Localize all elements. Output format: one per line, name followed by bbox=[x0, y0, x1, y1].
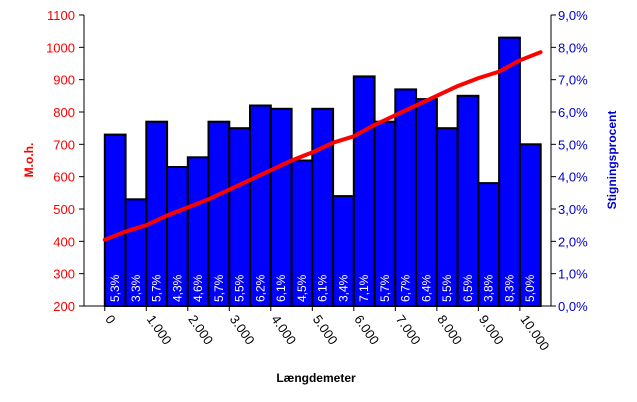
x-tick-label: 5.000 bbox=[310, 312, 341, 347]
bar-data-label: 5,7% bbox=[150, 274, 164, 302]
elevation-line bbox=[102, 50, 543, 242]
y-right-tick-label: 5,0% bbox=[558, 137, 588, 152]
y-left-tick-label: 400 bbox=[53, 234, 75, 249]
elevation-line-layer bbox=[102, 50, 543, 242]
x-tick-label: 1.000 bbox=[144, 312, 175, 347]
y-left-tick-label: 1100 bbox=[47, 8, 75, 23]
x-tick-label: 9.000 bbox=[476, 312, 507, 347]
y-right-tick-label: 3,0% bbox=[558, 202, 588, 217]
bar-data-label: 6,1% bbox=[274, 274, 288, 302]
y-right-tick-label: 2,0% bbox=[558, 234, 588, 249]
bar-data-label: 3,8% bbox=[482, 274, 496, 302]
bar-data-label: 7,1% bbox=[357, 274, 371, 302]
x-axis-title: Længdemeter bbox=[276, 371, 356, 385]
y-right-tick-label: 1,0% bbox=[558, 267, 588, 282]
bar-data-label: 5,0% bbox=[523, 274, 537, 302]
x-tick-label: 3.000 bbox=[227, 312, 258, 347]
bar-data-label: 3,3% bbox=[129, 274, 143, 302]
bar bbox=[456, 94, 480, 307]
y-right-tick-label: 8,0% bbox=[558, 40, 588, 55]
bar-data-label: 5,5% bbox=[233, 274, 247, 302]
bar-data-label: 4,5% bbox=[295, 274, 309, 302]
y-right-axis-title: Stigningsprocent bbox=[605, 111, 619, 210]
bar-data-label: 6,4% bbox=[420, 274, 434, 302]
bar-data-label: 5,3% bbox=[108, 274, 122, 302]
y-left-tick-label: 600 bbox=[53, 170, 75, 185]
bar-data-label: 4,3% bbox=[170, 274, 184, 302]
y-right-tick-label: 4,0% bbox=[558, 170, 588, 185]
bar bbox=[352, 75, 376, 308]
bar-data-label: 6,1% bbox=[316, 274, 330, 302]
y-left-tick-label: 500 bbox=[53, 202, 75, 217]
y-right-tick-label: 9,0% bbox=[558, 8, 588, 23]
bar-data-label: 5,7% bbox=[378, 274, 392, 302]
x-tick-label: 2.000 bbox=[185, 312, 216, 347]
y-left-tick-label: 300 bbox=[53, 267, 75, 282]
y-left-tick-label: 700 bbox=[53, 137, 75, 152]
bar-data-label: 5,7% bbox=[212, 274, 226, 302]
x-tick-label: 10.000 bbox=[517, 312, 552, 353]
x-tick-label: 0 bbox=[102, 312, 118, 327]
bar-data-label: 6,7% bbox=[399, 274, 413, 302]
x-tick-label: 4.000 bbox=[268, 312, 299, 347]
y-left-tick-label: 1000 bbox=[46, 40, 75, 55]
bar-labels-layer: 5,3% 3,3% 5,7% 4,3% 4,6% 5,7% 5,5% 6,2% 6,1% 4,5%… bbox=[108, 274, 537, 302]
bar bbox=[394, 88, 418, 308]
y-left-tick-label: 800 bbox=[53, 105, 75, 120]
y-left-axis-title: M.o.h. bbox=[22, 143, 36, 178]
x-tick-label: 8.000 bbox=[434, 312, 465, 347]
y-left-tick-label: 900 bbox=[53, 73, 75, 88]
y-right-tick-label: 7,0% bbox=[558, 73, 588, 88]
bar-data-label: 6,2% bbox=[253, 274, 267, 302]
bar-data-label: 5,5% bbox=[440, 274, 454, 302]
bar-data-label: 4,6% bbox=[191, 274, 205, 302]
y-right-tick-label: 6,0% bbox=[558, 105, 588, 120]
bar-data-label: 8,3% bbox=[503, 274, 517, 302]
bar-data-label: 3,4% bbox=[336, 274, 350, 302]
x-tick-label: 7.000 bbox=[393, 312, 424, 347]
x-tick-label: 6.000 bbox=[351, 312, 382, 347]
y-right-tick-label: 0,0% bbox=[558, 299, 588, 314]
bar-data-label: 6,5% bbox=[461, 274, 475, 302]
y-left-tick-label: 200 bbox=[53, 299, 75, 314]
bar bbox=[498, 36, 521, 307]
